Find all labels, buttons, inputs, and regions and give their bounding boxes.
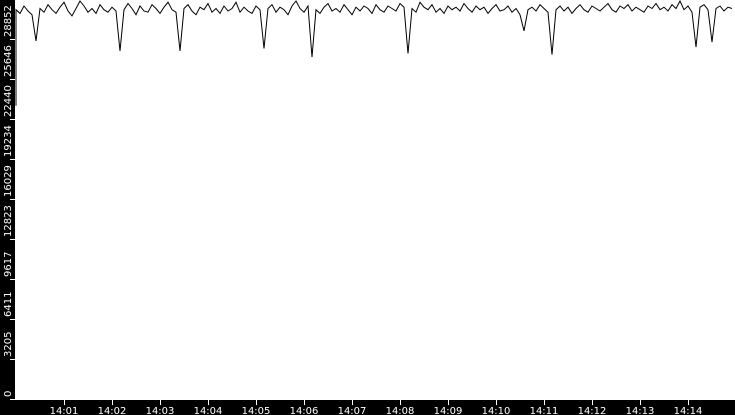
y-tick-label: 3205 <box>3 332 14 357</box>
x-tick-label: 14:08 <box>386 406 415 415</box>
x-tick-label: 14:04 <box>194 406 223 415</box>
y-tick-label: 28852 <box>3 5 14 37</box>
y-tick-label: 12823 <box>3 205 14 237</box>
y-tick-label: 6411 <box>3 292 14 317</box>
y-tick-label: 0 <box>3 391 14 397</box>
y-tick-label: 9617 <box>3 252 14 277</box>
x-tick-label: 14:11 <box>530 406 559 415</box>
x-tick-label: 14:01 <box>50 406 79 415</box>
y-tick-label: 16029 <box>3 165 14 197</box>
x-tick-label: 14:13 <box>626 406 655 415</box>
x-tick-label: 14:12 <box>578 406 607 415</box>
x-tick-label: 14:07 <box>338 406 367 415</box>
x-tick-label: 14:05 <box>242 406 271 415</box>
series-line <box>15 0 733 106</box>
x-axis-band <box>0 400 735 415</box>
x-tick-label: 14:10 <box>482 406 511 415</box>
y-tick-label: 22440 <box>3 85 14 117</box>
x-tick-label: 14:02 <box>98 406 127 415</box>
x-tick-label: 14:03 <box>146 406 175 415</box>
x-tick-label: 14:09 <box>434 406 463 415</box>
x-tick-label: 14:06 <box>290 406 319 415</box>
y-tick-label: 25646 <box>3 45 14 77</box>
y-tick-label: 19234 <box>3 125 14 157</box>
y-axis-band <box>0 0 15 415</box>
x-tick-label: 14:14 <box>674 406 703 415</box>
